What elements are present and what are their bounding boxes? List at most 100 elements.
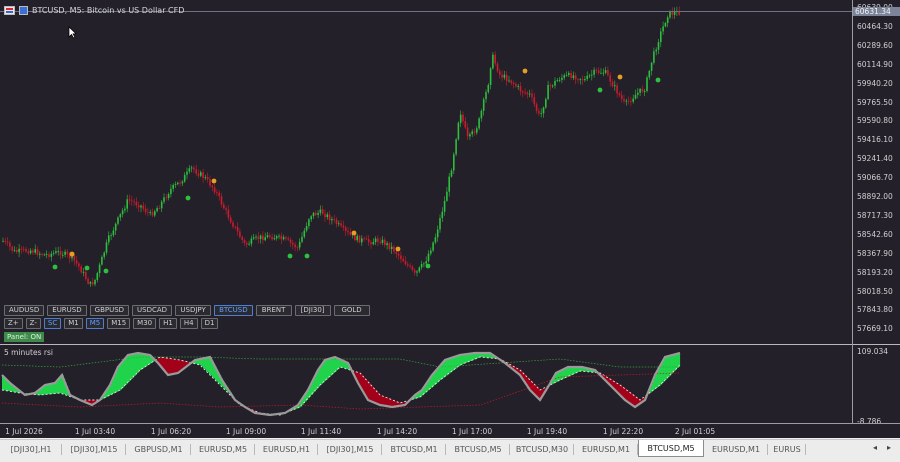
chart-tab[interactable]: EURUSD,H1	[255, 442, 318, 457]
symbol-button-usdcad[interactable]: USDCAD	[132, 305, 173, 316]
timeframe-button-m1[interactable]: M1	[64, 318, 83, 329]
symbol-button-btcusd[interactable]: BTCUSD	[214, 305, 253, 316]
price-axis-tick: 59590.80	[857, 116, 893, 126]
rsi-bull-fill	[216, 369, 219, 382]
symbol-button-dji30[interactable]: [DJI30]	[294, 305, 331, 316]
candle-body	[581, 79, 584, 81]
symbol-button-brent[interactable]: BRENT	[255, 305, 292, 316]
sell-signal-icon	[351, 230, 357, 236]
rsi-bull-fill	[552, 379, 555, 384]
candle-body	[225, 208, 227, 210]
timeframe-button-d1[interactable]: D1	[200, 318, 219, 329]
candle-body	[554, 80, 556, 86]
rsi-bull-fill	[591, 369, 594, 373]
candle-body	[285, 237, 287, 239]
rsi-bear-fill	[254, 410, 256, 413]
chart-tab[interactable]: BTCUSD,M1	[382, 442, 446, 457]
time-axis-border	[0, 423, 900, 424]
candle-body	[588, 75, 591, 77]
rsi-bull-fill	[197, 359, 199, 365]
rsi-bull-fill	[429, 378, 432, 389]
timeframe-button-sc[interactable]: SC	[43, 318, 62, 329]
chart-tab[interactable]: [DJI30],M15	[318, 442, 382, 457]
rsi-bull-fill	[347, 362, 349, 370]
rsi-bull-fill	[432, 374, 435, 387]
sell-signal-icon	[522, 68, 528, 74]
candle-body	[597, 70, 600, 73]
candle-body	[473, 131, 476, 133]
price-axis-tick: 58892.00	[857, 192, 893, 201]
timeframe-button-h1[interactable]: H1	[159, 318, 177, 329]
chart-tab[interactable]: EURUSD,M1	[704, 442, 768, 457]
price-axis-tick: 60114.90	[857, 59, 893, 69]
candle-body	[91, 282, 94, 285]
candle-body	[298, 241, 301, 248]
candle-body	[186, 171, 188, 175]
chart-tab[interactable]: BTCUSD,M5	[446, 442, 510, 457]
candle-body	[519, 86, 522, 92]
candle-body	[441, 211, 444, 219]
candle-body	[492, 54, 494, 69]
chart-tab[interactable]: EURUSD,M1	[574, 442, 638, 457]
rsi-bull-fill	[107, 389, 109, 397]
symbol-button-audusd[interactable]: AUDUSD	[4, 305, 45, 316]
timeframe-button-m5[interactable]: M5	[85, 318, 105, 329]
rsi-bull-fill	[308, 390, 310, 399]
rsi-bull-fill	[656, 373, 658, 388]
candle-body	[662, 26, 664, 32]
symbol-button-usdjpy[interactable]: USDJPY	[175, 305, 212, 316]
candle-body	[678, 11, 680, 15]
rsi-bear-fill	[387, 398, 390, 407]
tab-scroll-left-icon[interactable]: ◂	[873, 443, 878, 452]
timeframe-button-h4[interactable]: H4	[179, 318, 198, 329]
rsi-bull-fill	[294, 407, 297, 410]
candle-body	[404, 261, 407, 265]
chart-tab[interactable]: [DJI30],M15	[62, 442, 126, 457]
chart-tab[interactable]: EURUSD,M5	[191, 442, 255, 457]
chart-tab[interactable]: BTCUSD,M5	[638, 440, 704, 457]
candle-body	[13, 249, 16, 251]
candle-body	[149, 212, 151, 213]
candle-body	[620, 95, 623, 99]
price-axis-tick: 59241.40	[857, 154, 893, 164]
rsi-indicator-pane[interactable]	[0, 345, 852, 423]
chart-window[interactable]: BTCUSD, M5: Bitcoin vs US Dollar CFD AUD…	[0, 0, 900, 438]
chart-tab[interactable]: GBPUSD,M1	[126, 442, 191, 457]
pane-separator[interactable]	[0, 344, 900, 345]
candle-body	[660, 31, 662, 43]
time-axis-tick: 1 Jul 2026	[5, 427, 43, 436]
timeframe-button-zminus[interactable]: Z-	[25, 318, 41, 329]
rsi-bull-fill	[53, 383, 55, 394]
price-chart[interactable]	[0, 0, 852, 344]
candle-body	[561, 77, 563, 80]
candle-body	[193, 167, 195, 170]
rsi-bull-fill	[441, 364, 444, 379]
timeframe-button-zplus[interactable]: Z+	[4, 318, 23, 329]
candle-body	[407, 264, 409, 266]
rsi-bull-fill	[653, 380, 655, 391]
rsi-bull-fill	[593, 369, 595, 373]
rsi-lower-band	[1, 372, 681, 410]
candle-body	[579, 79, 582, 81]
rsi-bull-fill	[479, 353, 481, 358]
candle-body	[82, 271, 85, 273]
rsi-bull-fill	[200, 359, 202, 365]
symbol-button-gbpusd[interactable]: GBPUSD	[89, 305, 130, 316]
rsi-bull-fill	[48, 384, 51, 395]
candle-body	[296, 247, 299, 249]
panel-status-badge[interactable]: Panel: ON	[4, 332, 45, 342]
candle-body	[328, 214, 331, 221]
timeframe-button-m30[interactable]: M30	[133, 318, 157, 329]
chart-tab[interactable]: BTCUSD,M30	[510, 442, 574, 457]
candle-body	[361, 238, 363, 243]
symbol-button-eurusd[interactable]: EURUSD	[47, 305, 87, 316]
symbol-button-gold[interactable]: GOLD	[333, 305, 370, 316]
rsi-bear-fill	[368, 381, 370, 400]
price-axis-tick: 59765.50	[857, 97, 893, 107]
chart-tab[interactable]: [DJI30],H1	[0, 442, 62, 457]
timeframe-button-m15[interactable]: M15	[107, 318, 131, 329]
rsi-bull-fill	[444, 360, 447, 377]
chart-tab[interactable]: EURUS	[768, 442, 806, 457]
tab-scroll-right-icon[interactable]: ▸	[887, 443, 892, 452]
candle-body	[363, 238, 365, 240]
